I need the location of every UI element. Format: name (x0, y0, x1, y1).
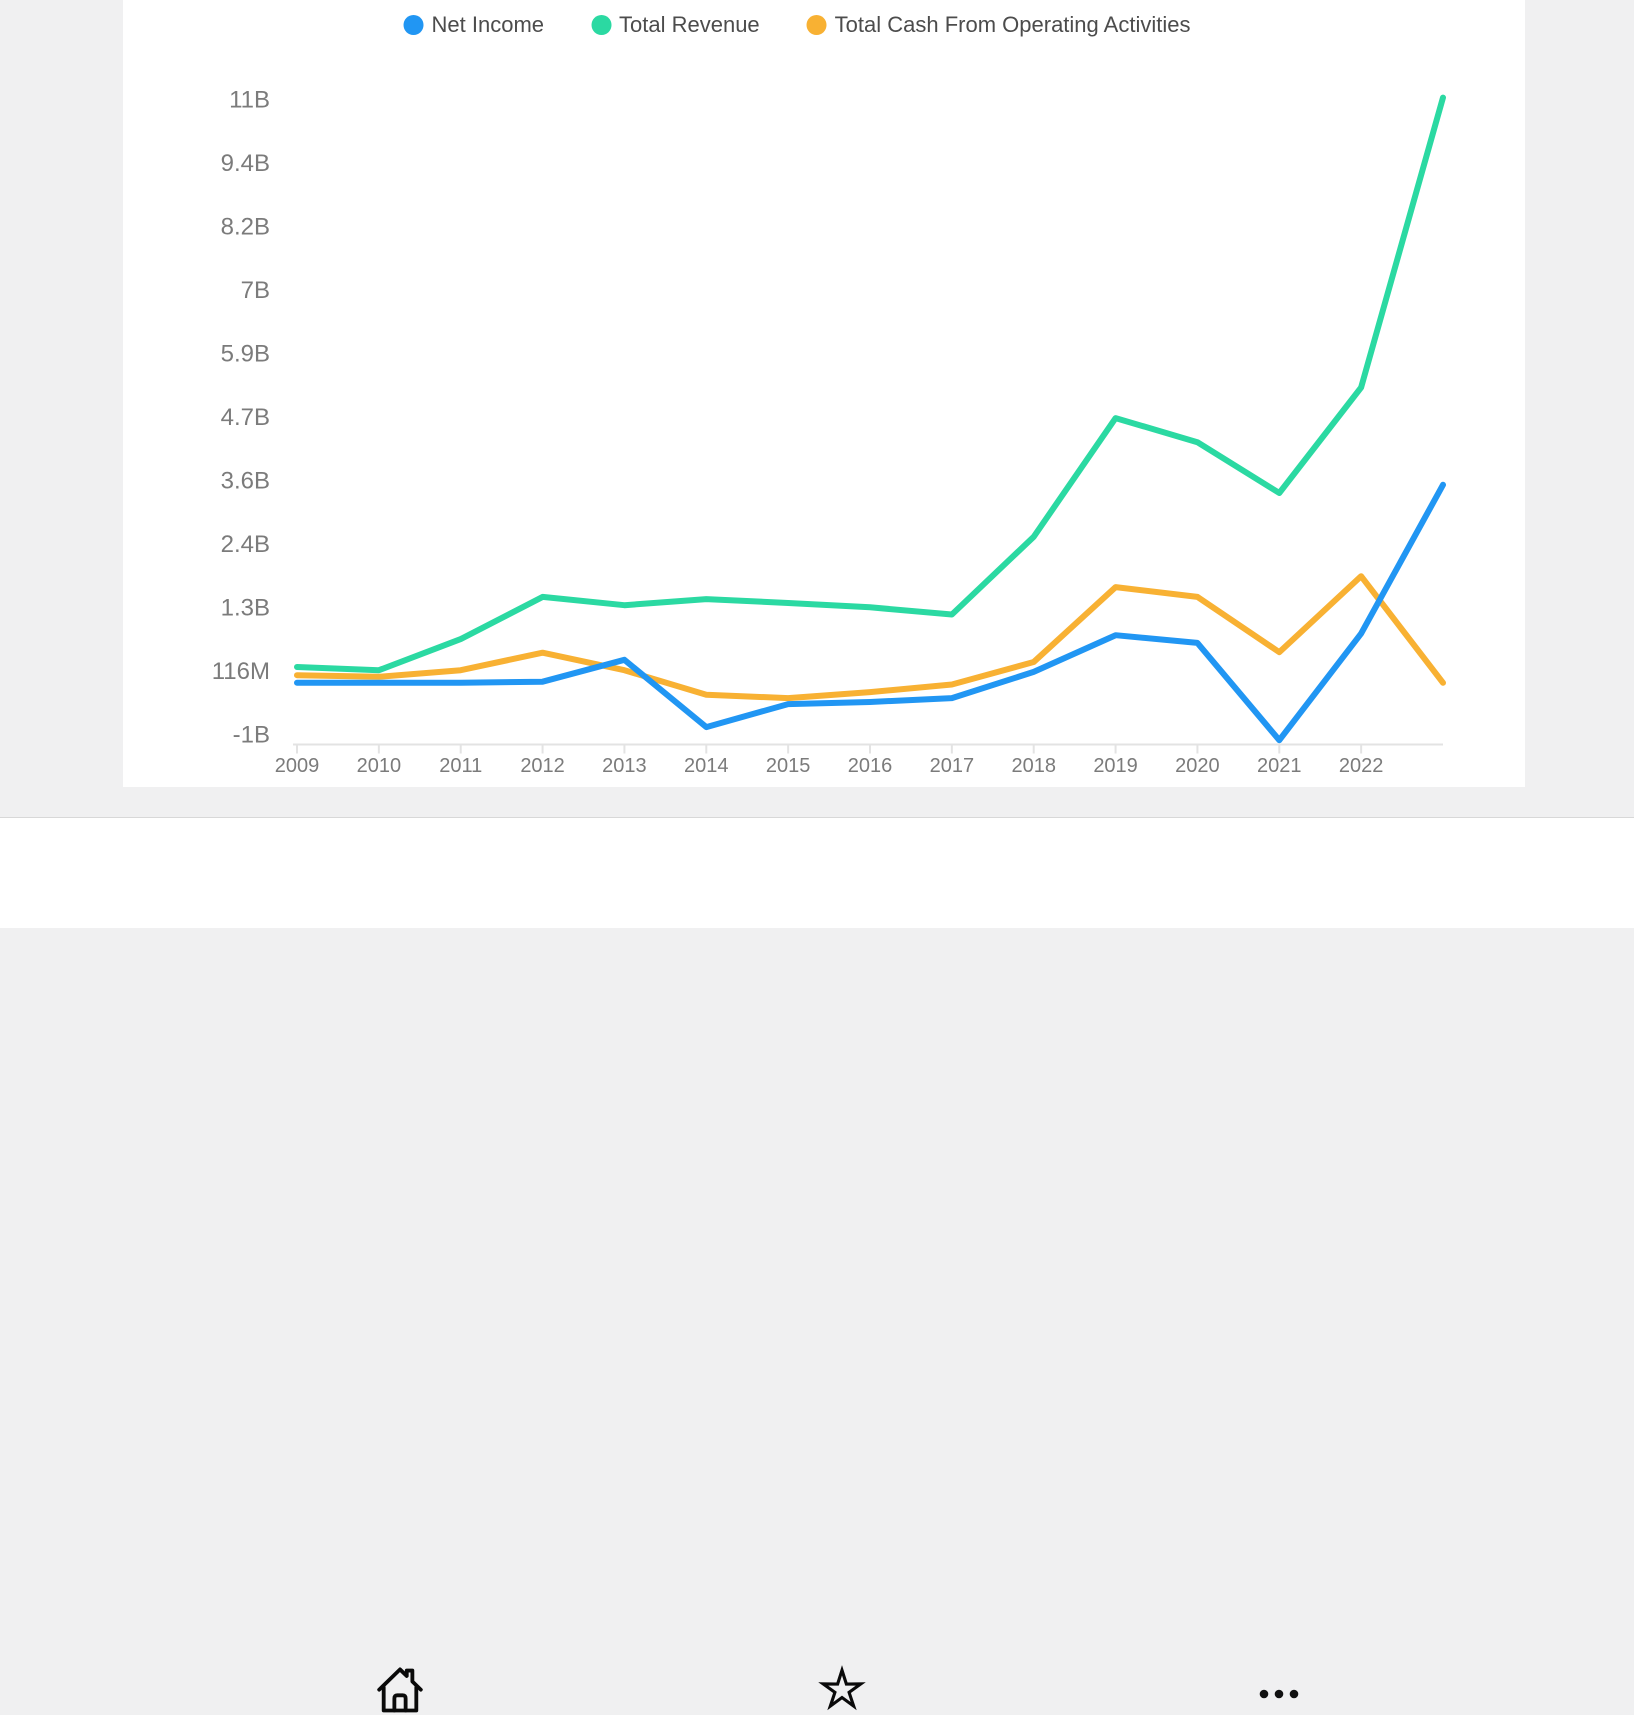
chart-card: Net Income Total Revenue Total Cash From… (123, 0, 1525, 787)
line-chart: 2009 2010 2011 2012 2013 2014 2015 2016 2017 2018… (212, 87, 1446, 777)
legend-item-net-income[interactable]: Net Income (403, 12, 545, 38)
x-tick-label: 2018 (1011, 755, 1056, 777)
total-revenue-dot-icon (591, 15, 612, 35)
y-tick-label: 11B (229, 87, 270, 114)
legend-item-total-cash[interactable]: Total Cash From Operating Activities (806, 12, 1191, 38)
y-tick-label: 7B (241, 277, 270, 304)
chart-legend: Net Income Total Revenue Total Cash From… (403, 12, 1191, 38)
star-icon (818, 1665, 866, 1711)
x-tick-label: 2012 (520, 755, 565, 777)
x-tick-label: 2022 (1339, 755, 1384, 777)
x-tick-label: 2020 (1175, 755, 1220, 777)
net-income-dot-icon (403, 15, 424, 35)
home-button[interactable] (373, 1661, 427, 1715)
y-tick-label: 9.4B (221, 150, 270, 177)
x-tick-label: 2011 (439, 755, 482, 777)
series-line-total-cash-from-operating-activities (294, 573, 1446, 702)
legend-item-total-revenue[interactable]: Total Revenue (591, 12, 760, 38)
x-tick-label: 2017 (930, 755, 975, 777)
x-tick-label: 2009 (275, 755, 320, 777)
more-icon (1259, 1689, 1299, 1699)
y-tick-label: 3.6B (221, 468, 270, 495)
more-options-button[interactable] (1256, 1687, 1302, 1701)
y-tick-label: -1B (233, 721, 270, 748)
favorite-button[interactable] (817, 1664, 867, 1714)
x-tick-label: 2021 (1257, 755, 1302, 777)
legend-label: Net Income (431, 12, 545, 37)
y-tick-label: 8.2B (221, 214, 270, 241)
home-icon (377, 1667, 423, 1713)
legend-label: Total Cash From Operating Activities (834, 12, 1191, 37)
y-tick-label: 116M (212, 658, 270, 685)
x-tick-label: 2010 (357, 755, 402, 777)
y-tick-label: 4.7B (221, 404, 270, 431)
series-line-total-revenue (294, 94, 1446, 674)
x-tick-label: 2014 (684, 755, 729, 777)
legend-label: Total Revenue (619, 12, 760, 37)
x-tick-label: 2016 (848, 755, 893, 777)
x-tick-label: 2019 (1093, 755, 1138, 777)
y-tick-label: 5.9B (221, 341, 270, 368)
total-cash-dot-icon (806, 15, 827, 35)
bottom-nav-bar (0, 817, 1634, 1713)
y-tick-label: 2.4B (221, 531, 270, 558)
series-line-net-income (294, 481, 1446, 744)
x-tick-label: 2013 (602, 755, 647, 777)
y-tick-label: 1.3B (221, 595, 270, 622)
x-tick-label: 2015 (766, 755, 811, 777)
